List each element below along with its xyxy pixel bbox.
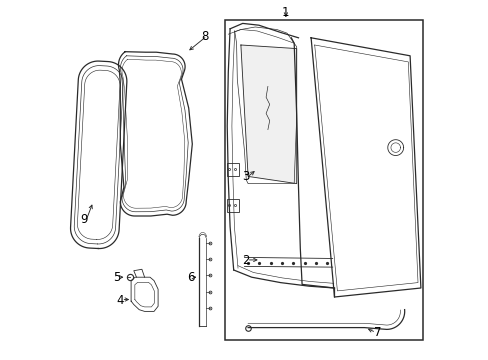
Text: 4: 4 — [116, 294, 124, 307]
Text: 3: 3 — [242, 170, 249, 183]
Polygon shape — [241, 45, 296, 184]
Text: 7: 7 — [373, 327, 381, 339]
Text: 5: 5 — [113, 271, 120, 284]
Text: 2: 2 — [242, 255, 249, 267]
Text: 8: 8 — [201, 30, 208, 42]
Text: 9: 9 — [81, 213, 88, 226]
Text: 1: 1 — [282, 6, 289, 19]
Text: 6: 6 — [186, 271, 194, 284]
